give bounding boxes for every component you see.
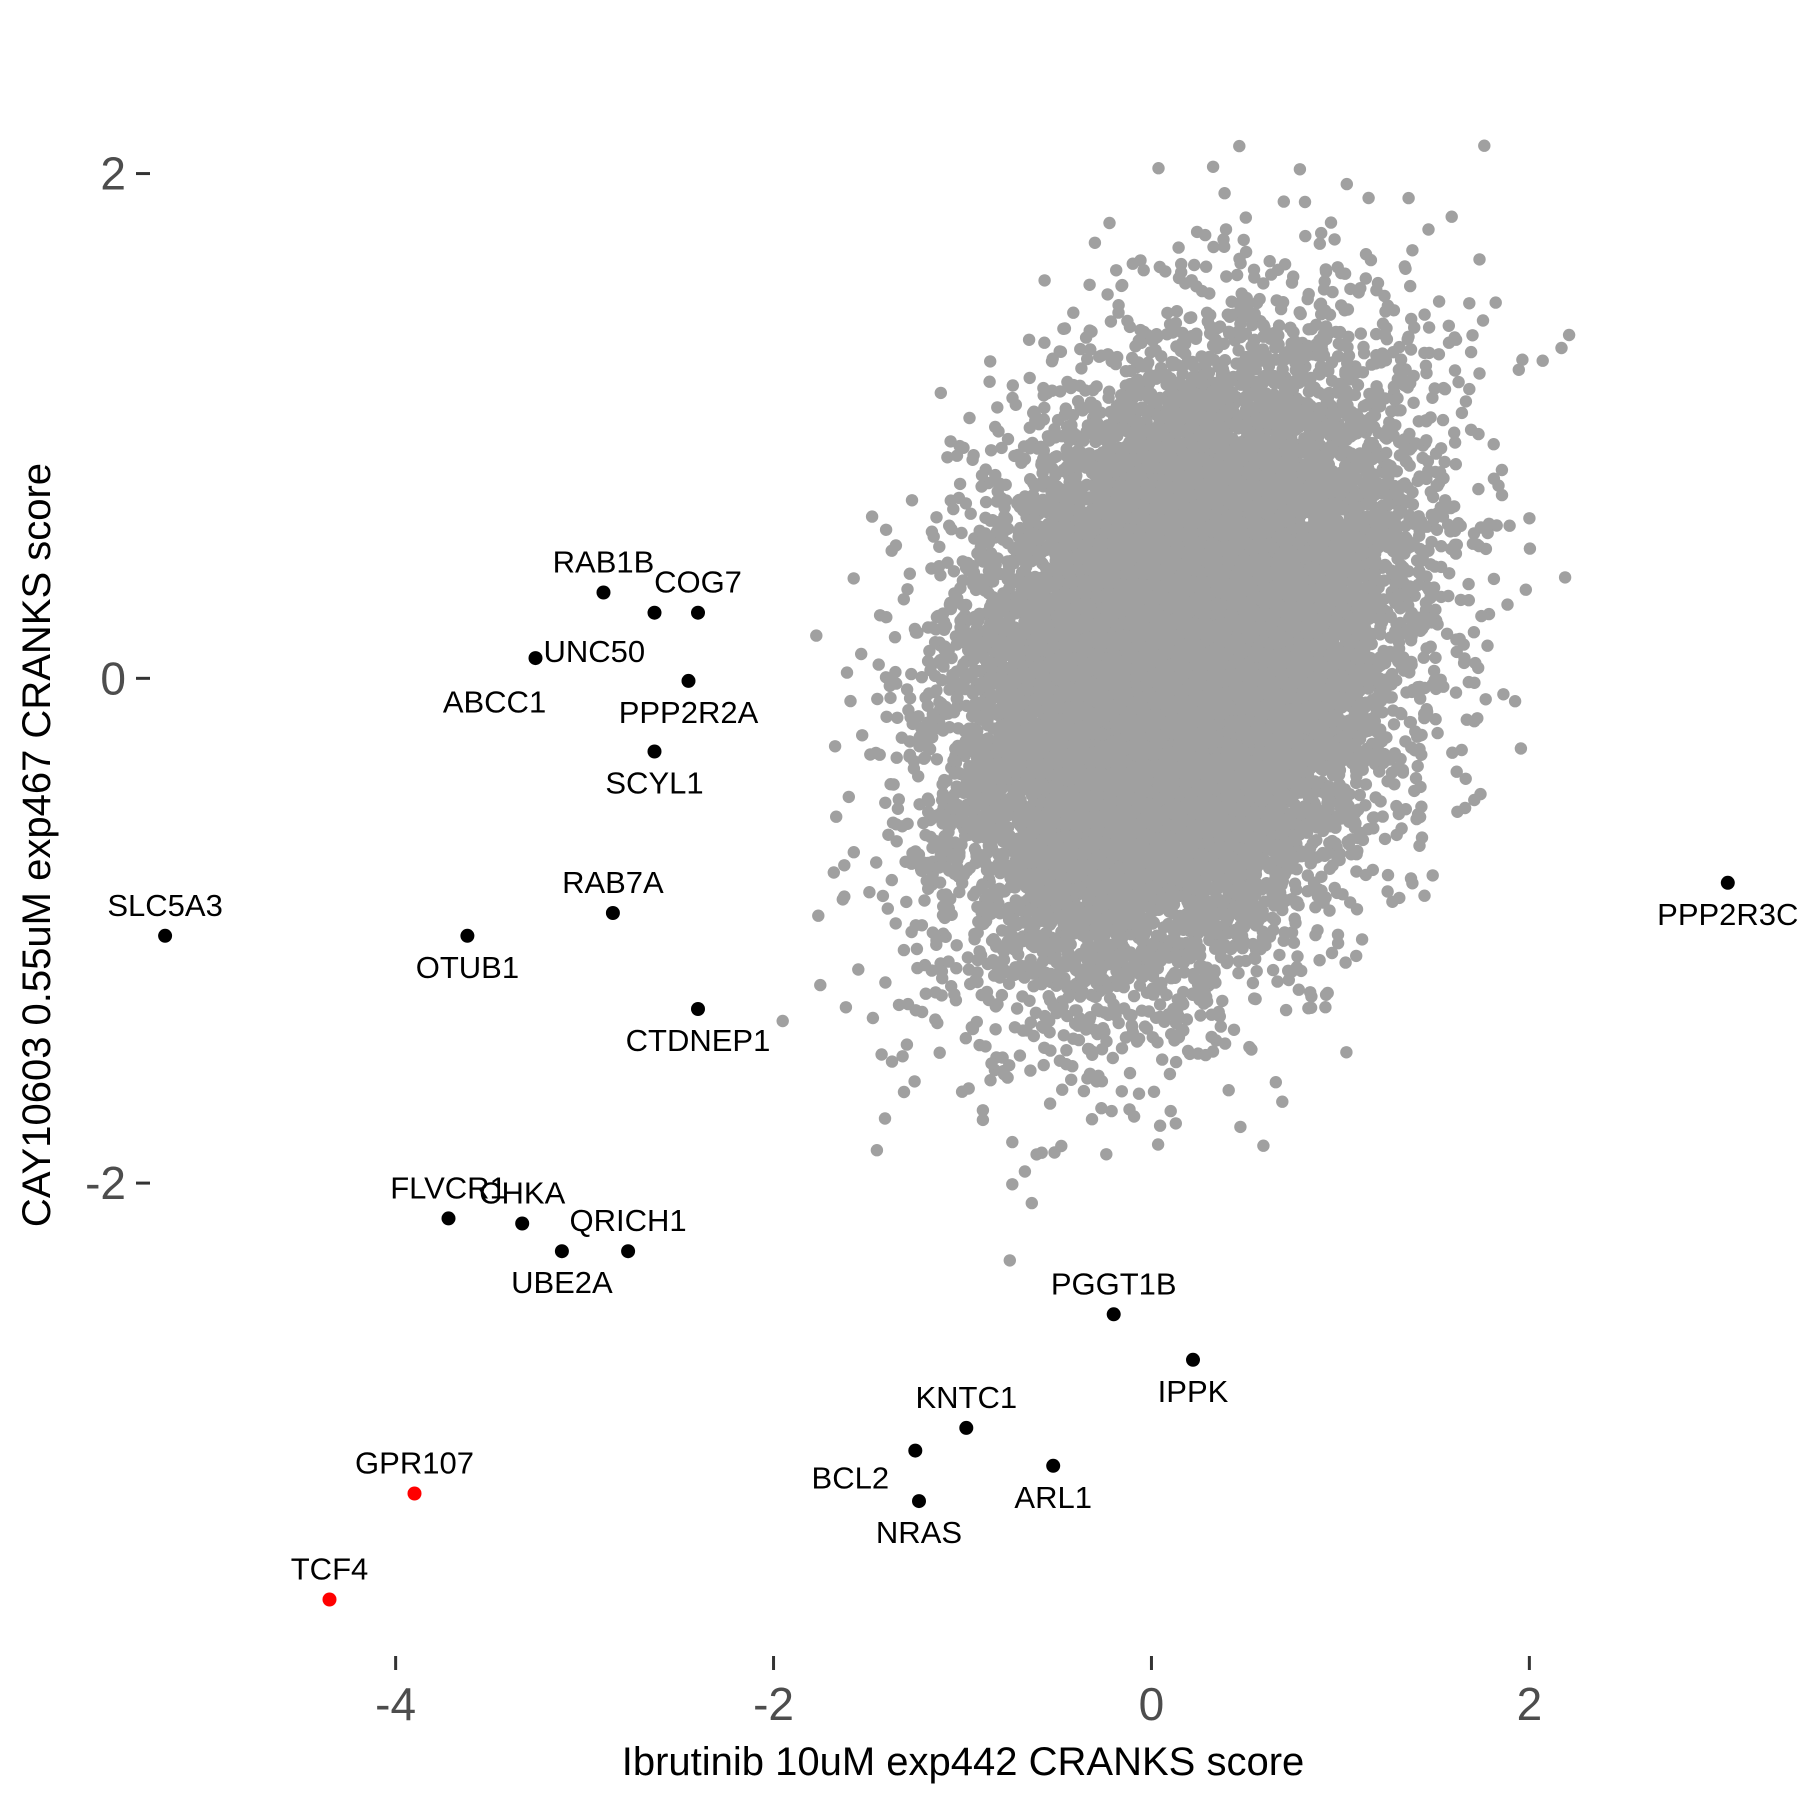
background-point [1147, 1085, 1161, 1099]
background-point [1501, 598, 1514, 611]
background-point [1459, 395, 1473, 408]
background-point [1403, 715, 1417, 729]
background-point [872, 658, 885, 671]
background-point [1273, 948, 1286, 962]
background-point [900, 895, 913, 909]
background-point [1319, 263, 1333, 276]
background-point [1497, 688, 1510, 701]
background-point [1263, 255, 1276, 268]
background-point [971, 900, 984, 914]
background-point-cloud [776, 139, 1576, 1267]
background-point [844, 694, 857, 708]
background-point [1448, 436, 1462, 449]
background-point [1476, 314, 1490, 327]
background-point [984, 1074, 997, 1087]
background-point [880, 611, 893, 624]
background-point [1478, 139, 1491, 152]
background-point [903, 567, 916, 580]
background-point [1137, 264, 1150, 277]
background-point [1246, 976, 1260, 990]
background-point [1309, 928, 1322, 942]
background-point [951, 691, 964, 704]
background-point [930, 511, 943, 524]
background-point [879, 976, 892, 989]
background-point [1153, 1119, 1167, 1132]
background-point [1473, 367, 1486, 380]
background-point [1319, 1001, 1332, 1014]
background-point [1257, 1139, 1270, 1152]
background-point [1512, 363, 1526, 376]
background-point [839, 1001, 853, 1014]
background-point [1523, 542, 1537, 555]
background-point [1218, 187, 1231, 200]
background-point [1424, 640, 1437, 653]
background-point [1277, 195, 1291, 208]
background-point [1448, 364, 1462, 377]
background-point [1023, 371, 1036, 385]
background-point [1250, 965, 1263, 978]
background-point [975, 480, 988, 493]
background-point [1025, 1196, 1039, 1210]
background-point [1407, 396, 1420, 409]
background-point [1292, 983, 1306, 996]
background-point [931, 1016, 944, 1030]
background-point [1562, 328, 1576, 342]
background-point [1243, 1040, 1256, 1054]
background-point [1324, 216, 1338, 229]
background-point [891, 802, 905, 815]
background-point [1429, 651, 1442, 664]
background-point [1473, 253, 1486, 266]
background-point [875, 1048, 888, 1061]
background-point [1115, 1085, 1129, 1098]
background-point [1227, 1023, 1241, 1036]
background-point [1536, 354, 1549, 367]
background-point [847, 846, 860, 859]
background-point [918, 894, 931, 907]
background-point [856, 729, 869, 742]
background-point [1355, 933, 1369, 946]
background-point [1065, 1073, 1078, 1087]
background-point [847, 572, 860, 585]
background-point [1269, 1076, 1283, 1089]
background-point [1357, 340, 1370, 354]
background-point [840, 666, 854, 679]
background-point [1214, 1020, 1228, 1033]
background-point [1237, 233, 1250, 247]
background-point [1354, 327, 1368, 340]
background-point [1455, 406, 1469, 420]
background-point [1291, 950, 1304, 963]
background-point [885, 873, 898, 887]
background-point [1445, 210, 1458, 223]
background-point [1100, 1148, 1113, 1161]
